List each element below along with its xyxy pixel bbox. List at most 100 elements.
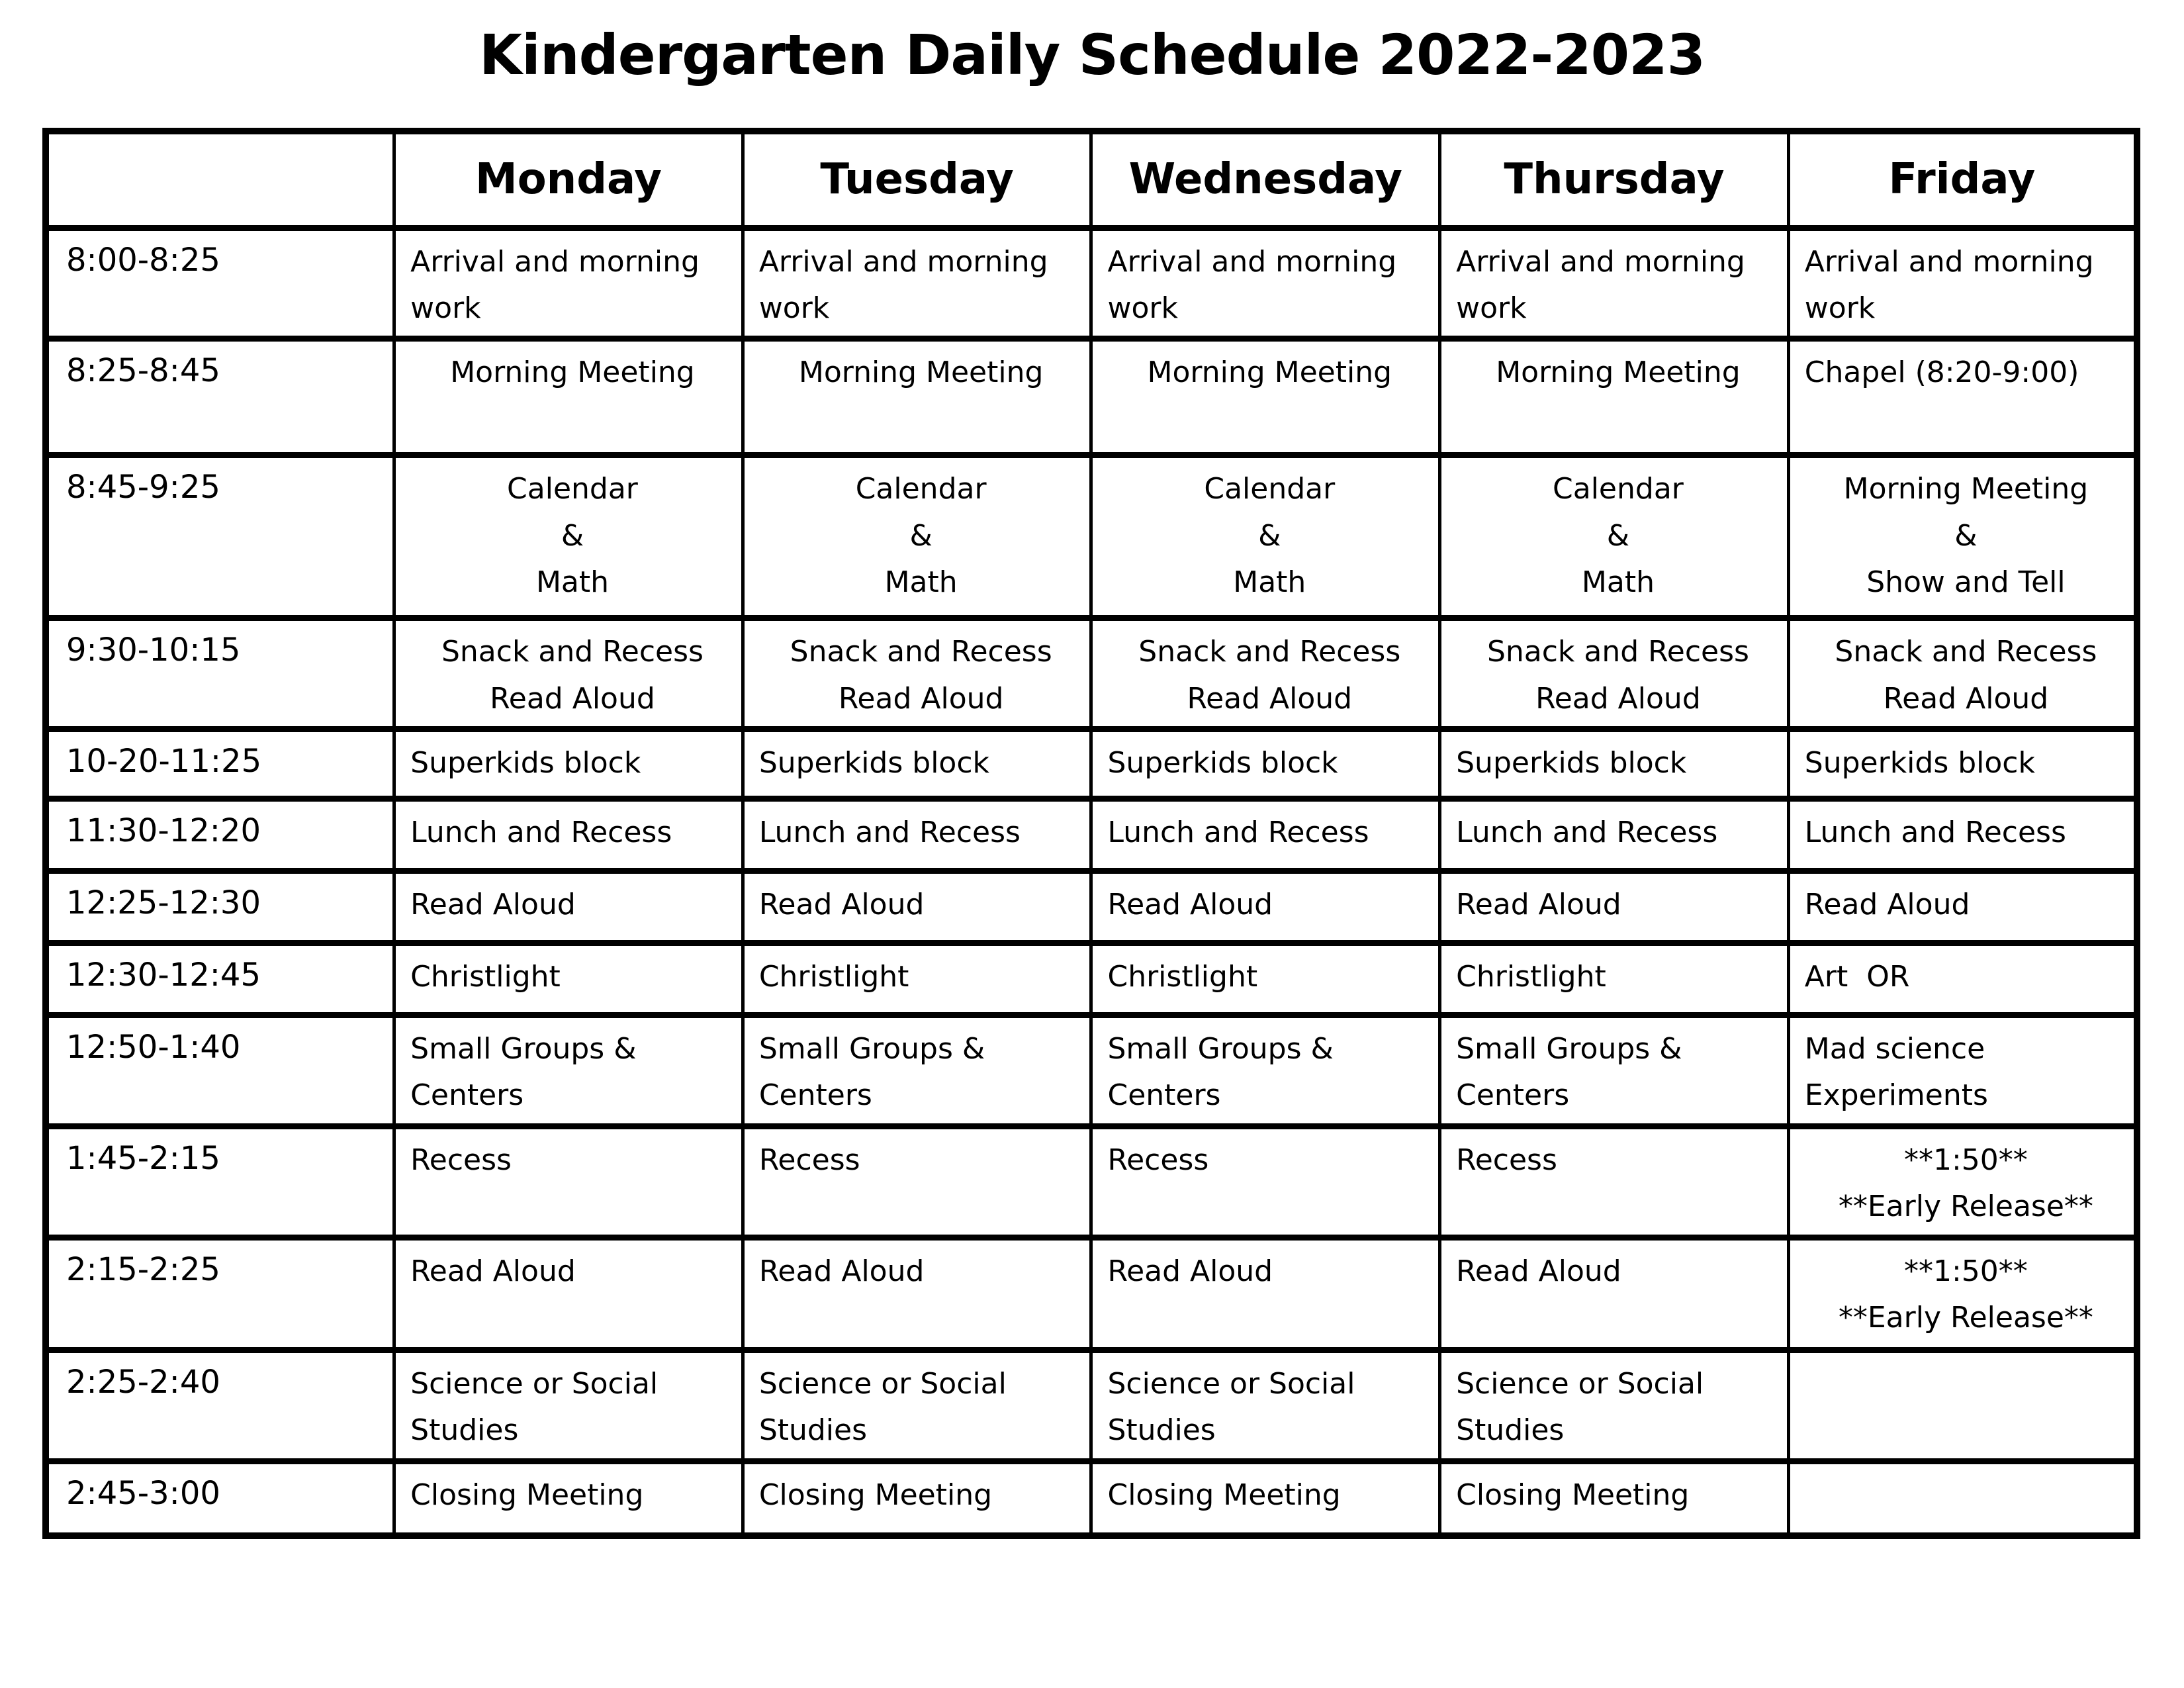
activity-cell-thursday: Read Aloud	[1438, 1234, 1790, 1353]
column-header-wednesday: Wednesday	[1089, 128, 1442, 231]
activity-cell-wednesday: Snack and Recess Read Aloud	[1089, 615, 1442, 733]
activity-cell-wednesday: Recess	[1089, 1123, 1442, 1241]
activity-cell-wednesday: Morning Meeting	[1089, 336, 1442, 459]
activity-cell-tuesday: Superkids block	[741, 726, 1093, 802]
activity-cell-thursday: Calendar & Math	[1438, 452, 1790, 622]
activity-cell-monday: Superkids block	[392, 726, 745, 802]
activity-cell-tuesday: Snack and Recess Read Aloud	[741, 615, 1093, 733]
activity-cell-monday: Small Groups & Centers	[392, 1012, 745, 1130]
schedule-row: 12:50-1:40 Small Groups & Centers Small Gr…	[44, 1012, 2139, 1130]
schedule-body: 8:00-8:25 Arrival and morning work Arrival…	[44, 224, 2139, 1539]
time-cell: 9:30-10:15	[44, 615, 396, 733]
activity-cell-tuesday: Small Groups & Centers	[741, 1012, 1093, 1130]
schedule-row: 9:30-10:15 Snack and Recess Read Aloud Sna…	[44, 615, 2139, 733]
activity-cell-thursday: Read Aloud	[1438, 868, 1790, 947]
activity-cell-wednesday: Read Aloud	[1089, 868, 1442, 947]
schedule-header: Monday Tuesday Wednesday Thursday Friday	[44, 128, 2139, 231]
activity-cell-thursday: Recess	[1438, 1123, 1790, 1241]
activity-cell-wednesday: Calendar & Math	[1089, 452, 1442, 622]
schedule-row: 2:15-2:25 Read Aloud Read Aloud Read Aloud R…	[44, 1234, 2139, 1353]
time-cell: 8:00-8:25	[44, 224, 396, 342]
schedule-row: 12:30-12:45 Christlight Christlight Christl…	[44, 940, 2139, 1019]
activity-cell-monday: Snack and Recess Read Aloud	[392, 615, 745, 733]
activity-cell-monday: Morning Meeting	[392, 336, 745, 459]
time-cell: 12:50-1:40	[44, 1012, 396, 1130]
schedule-row: 8:45-9:25 Calendar & Math Calendar & Math C…	[44, 452, 2139, 622]
activity-cell-tuesday: Read Aloud	[741, 868, 1093, 947]
time-cell: 12:30-12:45	[44, 940, 396, 1019]
time-cell: 10-20-11:25	[44, 726, 396, 802]
activity-cell-friday: Read Aloud	[1786, 868, 2139, 947]
activity-cell-wednesday: Science or Social Studies	[1089, 1346, 1442, 1464]
time-cell: 8:45-9:25	[44, 452, 396, 622]
activity-cell-tuesday: Science or Social Studies	[741, 1346, 1093, 1464]
activity-cell-monday: Arrival and morning work	[392, 224, 745, 342]
header-row: Monday Tuesday Wednesday Thursday Friday	[44, 128, 2139, 231]
activity-cell-monday: Christlight	[392, 940, 745, 1019]
schedule-table: Monday Tuesday Wednesday Thursday Friday 8:0…	[42, 128, 2140, 1540]
schedule-row: 10-20-11:25 Superkids block Superkids bloc…	[44, 726, 2139, 802]
time-cell: 8:25-8:45	[44, 336, 396, 459]
schedule-row: 8:25-8:45 Morning Meeting Morning Meeting M…	[44, 336, 2139, 459]
activity-cell-monday: Read Aloud	[392, 1234, 745, 1353]
activity-cell-thursday: Lunch and Recess	[1438, 796, 1790, 874]
time-cell: 11:30-12:20	[44, 796, 396, 874]
time-cell: 2:45-3:00	[44, 1458, 396, 1539]
activity-cell-friday: Mad science Experiments	[1786, 1012, 2139, 1130]
time-cell: 2:25-2:40	[44, 1346, 396, 1464]
activity-cell-wednesday: Arrival and morning work	[1089, 224, 1442, 342]
activity-cell-tuesday: Arrival and morning work	[741, 224, 1093, 342]
schedule-row: 11:30-12:20 Lunch and Recess Lunch and Rec…	[44, 796, 2139, 874]
column-header-thursday: Thursday	[1438, 128, 1790, 231]
column-header-monday: Monday	[392, 128, 745, 231]
activity-cell-monday: Read Aloud	[392, 868, 745, 947]
activity-cell-wednesday: Christlight	[1089, 940, 1442, 1019]
column-header-friday: Friday	[1786, 128, 2139, 231]
activity-cell-thursday: Science or Social Studies	[1438, 1346, 1790, 1464]
schedule-row: 2:45-3:00 Closing Meeting Closing Meeting C…	[44, 1458, 2139, 1539]
activity-cell-monday: Recess	[392, 1123, 745, 1241]
time-cell: 2:15-2:25	[44, 1234, 396, 1353]
activity-cell-tuesday: Calendar & Math	[741, 452, 1093, 622]
activity-cell-thursday: Christlight	[1438, 940, 1790, 1019]
activity-cell-friday: Superkids block	[1786, 726, 2139, 802]
schedule-row: 2:25-2:40 Science or Social Studies Scienc…	[44, 1346, 2139, 1464]
activity-cell-wednesday: Lunch and Recess	[1089, 796, 1442, 874]
activity-cell-monday: Lunch and Recess	[392, 796, 745, 874]
activity-cell-tuesday: Closing Meeting	[741, 1458, 1093, 1539]
activity-cell-friday: Morning Meeting & Show and Tell	[1786, 452, 2139, 622]
activity-cell-friday: Chapel (8:20-9:00)	[1786, 336, 2139, 459]
schedule-row: 12:25-12:30 Read Aloud Read Aloud Read Alou…	[44, 868, 2139, 947]
activity-cell-thursday: Snack and Recess Read Aloud	[1438, 615, 1790, 733]
activity-cell-wednesday: Superkids block	[1089, 726, 1442, 802]
column-header-tuesday: Tuesday	[741, 128, 1093, 231]
activity-cell-wednesday: Small Groups & Centers	[1089, 1012, 1442, 1130]
schedule-row: 8:00-8:25 Arrival and morning work Arrival…	[44, 224, 2139, 342]
activity-cell-monday: Calendar & Math	[392, 452, 745, 622]
activity-cell-thursday: Arrival and morning work	[1438, 224, 1790, 342]
activity-cell-tuesday: Read Aloud	[741, 1234, 1093, 1353]
activity-cell-thursday: Small Groups & Centers	[1438, 1012, 1790, 1130]
column-header-time	[44, 128, 396, 231]
activity-cell-friday	[1786, 1458, 2139, 1539]
activity-cell-tuesday: Lunch and Recess	[741, 796, 1093, 874]
activity-cell-friday: Snack and Recess Read Aloud	[1786, 615, 2139, 733]
activity-cell-friday: Lunch and Recess	[1786, 796, 2139, 874]
activity-cell-thursday: Superkids block	[1438, 726, 1790, 802]
activity-cell-thursday: Closing Meeting	[1438, 1458, 1790, 1539]
page-title: Kindergarten Daily Schedule 2022-2023	[478, 23, 1706, 87]
activity-cell-thursday: Morning Meeting	[1438, 336, 1790, 459]
activity-cell-friday: Arrival and morning work	[1786, 224, 2139, 342]
activity-cell-tuesday: Recess	[741, 1123, 1093, 1241]
activity-cell-friday: Art OR	[1786, 940, 2139, 1019]
activity-cell-wednesday: Read Aloud	[1089, 1234, 1442, 1353]
activity-cell-tuesday: Christlight	[741, 940, 1093, 1019]
time-cell: 12:25-12:30	[44, 868, 396, 947]
activity-cell-wednesday: Closing Meeting	[1089, 1458, 1442, 1539]
time-cell: 1:45-2:15	[44, 1123, 396, 1241]
activity-cell-tuesday: Morning Meeting	[741, 336, 1093, 459]
schedule-row: 1:45-2:15 Recess Recess Recess Recess **1:50*…	[44, 1123, 2139, 1241]
activity-cell-monday: Closing Meeting	[392, 1458, 745, 1539]
activity-cell-monday: Science or Social Studies	[392, 1346, 745, 1464]
